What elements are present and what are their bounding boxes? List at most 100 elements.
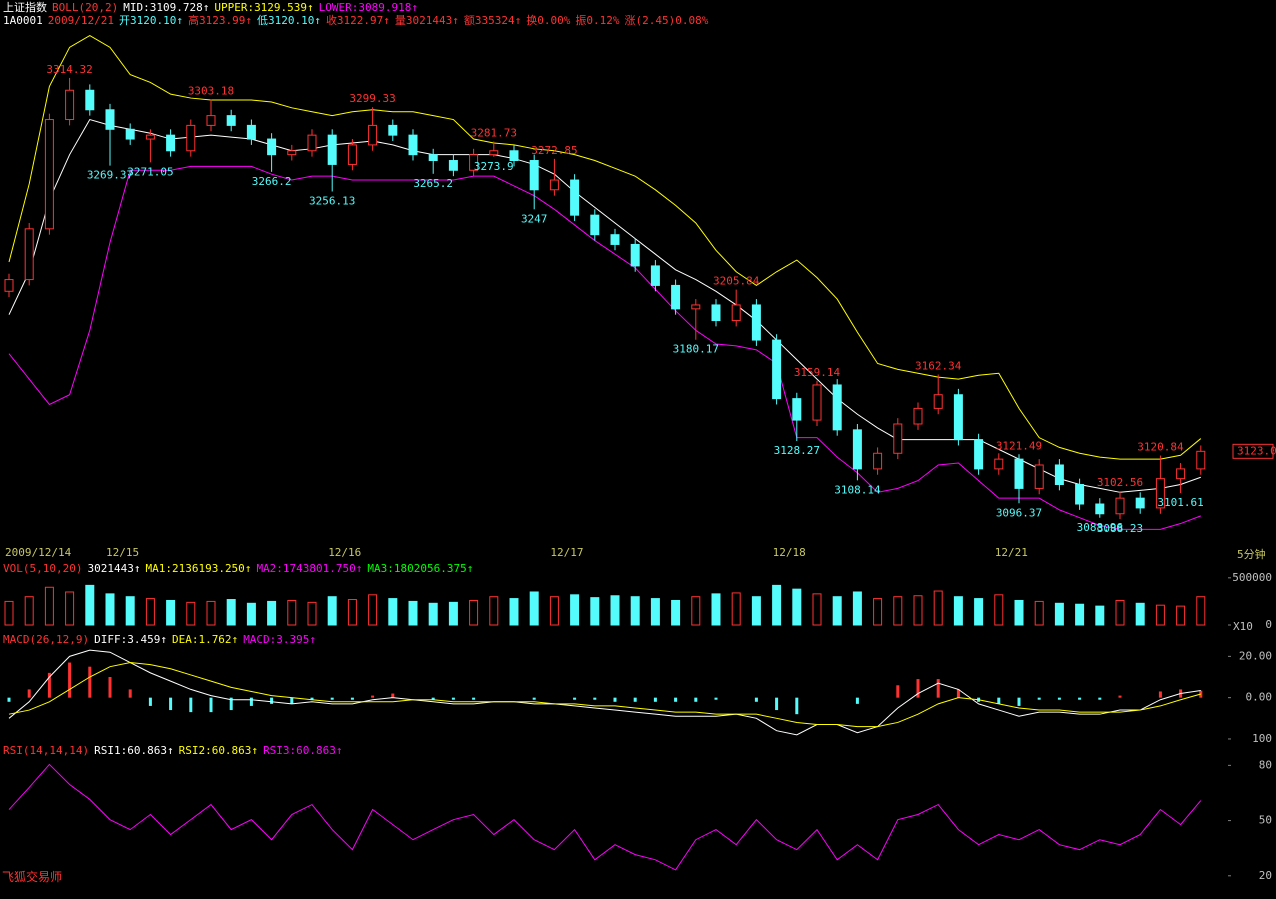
high-label: 3303.18 [188, 85, 234, 98]
macd-bar [754, 697, 758, 702]
macd-bar [371, 695, 375, 698]
macd-bar [532, 697, 536, 700]
volume-bar [105, 593, 115, 626]
vol-legend: VOL(5,10,20) 3021443↑ MA1:2136193.250↑ MA2:… [3, 562, 478, 575]
high-label: 3102.56 [1097, 476, 1143, 489]
brand: 飞狐交易师 [2, 870, 63, 884]
y-tick-label: 80 [1259, 758, 1272, 771]
macd-bar [169, 697, 173, 711]
macd-bar [1118, 695, 1122, 698]
macd-bar [189, 697, 193, 713]
candle-body [1095, 503, 1105, 515]
low-label: 3271.05 [127, 165, 173, 178]
macd-bar [270, 697, 274, 704]
volume-bar [893, 596, 903, 626]
macd-bar [1078, 697, 1082, 700]
legend-text: LOWER:3089.918↑ [318, 1, 419, 14]
volume-bar [994, 594, 1004, 626]
y-tick-label: 100 [1252, 732, 1272, 745]
volume-bar [1014, 599, 1024, 626]
macd-bar [694, 697, 698, 702]
candle-body [186, 124, 196, 152]
macd-bar [896, 685, 900, 698]
candle-body [267, 138, 277, 156]
legend-text: MACD:3.395↑ [243, 633, 317, 646]
x-tick-label: 2009/12/14 [5, 546, 72, 559]
y-tick-label: 20 [1259, 869, 1272, 882]
low-label: 3273.9 [474, 160, 514, 173]
candle-body [671, 284, 681, 310]
candle-body [994, 458, 1004, 470]
volume-bar [711, 593, 721, 626]
low-label: 3247 [521, 212, 548, 225]
legend-text: RSI(14,14,14) [3, 744, 90, 757]
candle-body [1196, 450, 1206, 470]
high-label: 3159.14 [794, 366, 841, 379]
last-price-label: 3123.0 [1237, 444, 1276, 457]
volume-bar [448, 601, 458, 626]
boll-legend: 上证指数 BOLL(20,2) MID:3109.728↑ UPPER:3129.53… [3, 1, 423, 14]
low-label: 3101.61 [1157, 496, 1203, 509]
candle-body [327, 134, 337, 165]
candle-body [812, 384, 822, 421]
dea-line [8, 662, 1201, 728]
candle-body [388, 124, 398, 136]
volume-bar [852, 591, 862, 626]
macd-bar [573, 697, 577, 700]
low-label: 3265.2 [413, 177, 453, 190]
legend-text: MA3:1802056.375↑ [367, 562, 474, 575]
candle-body [1115, 497, 1125, 515]
candle-body [832, 384, 842, 431]
volume-bar [1176, 605, 1186, 626]
volume-bar [347, 599, 357, 626]
low-label: 3256.13 [309, 194, 355, 207]
legend-text: BOLL(20,2) [52, 1, 119, 14]
macd-bar [330, 697, 334, 700]
candle-body [85, 89, 95, 111]
volume-bar [933, 590, 943, 626]
volume-bar [85, 584, 95, 626]
y-tick-label: 0 [1265, 618, 1272, 631]
high-label: 3272.85 [531, 144, 577, 157]
macd-bar [350, 697, 354, 700]
volume-bar [469, 599, 479, 626]
volume-bar [226, 599, 236, 626]
volume-bar [549, 596, 559, 626]
high-label: 3121.49 [996, 439, 1042, 452]
candle-body [953, 394, 963, 441]
macd-bar [148, 697, 152, 706]
macd-bar [1158, 691, 1162, 698]
volume-bar [570, 594, 580, 626]
legend-text: 1A0001 [3, 14, 43, 27]
high-label: 3205.84 [713, 275, 760, 288]
low-label: 3180.17 [673, 343, 719, 356]
x-tick-label: 12/21 [995, 546, 1028, 559]
volume-bar [610, 595, 620, 626]
volume-bar [812, 593, 822, 626]
legend-text: RSI3:60.863↑ [263, 744, 343, 757]
candle-body [166, 134, 176, 152]
volume-bar [1155, 604, 1165, 626]
boll-line [8, 165, 1201, 530]
volume-bar [307, 601, 317, 626]
volume-bar [246, 602, 256, 626]
macd-bar [431, 697, 435, 700]
candle-body [408, 134, 418, 156]
volume-bar [832, 596, 842, 626]
volume-bar [691, 596, 701, 626]
candle-body [489, 150, 499, 156]
candle-body [448, 160, 458, 171]
legend-text: 3021443↑ [87, 562, 141, 575]
candle-body [509, 150, 519, 162]
volume-bar [1034, 600, 1044, 626]
candle-body [1135, 497, 1145, 509]
candle-body [287, 150, 297, 156]
candle-body [590, 214, 600, 236]
volume-bar [327, 596, 337, 626]
volume-bar [166, 599, 176, 626]
volume-bar [368, 594, 378, 626]
legend-text: DIFF:3.459↑ [94, 633, 167, 646]
candle-body [125, 128, 135, 140]
candle-body [529, 160, 539, 191]
candle-body [549, 179, 559, 191]
